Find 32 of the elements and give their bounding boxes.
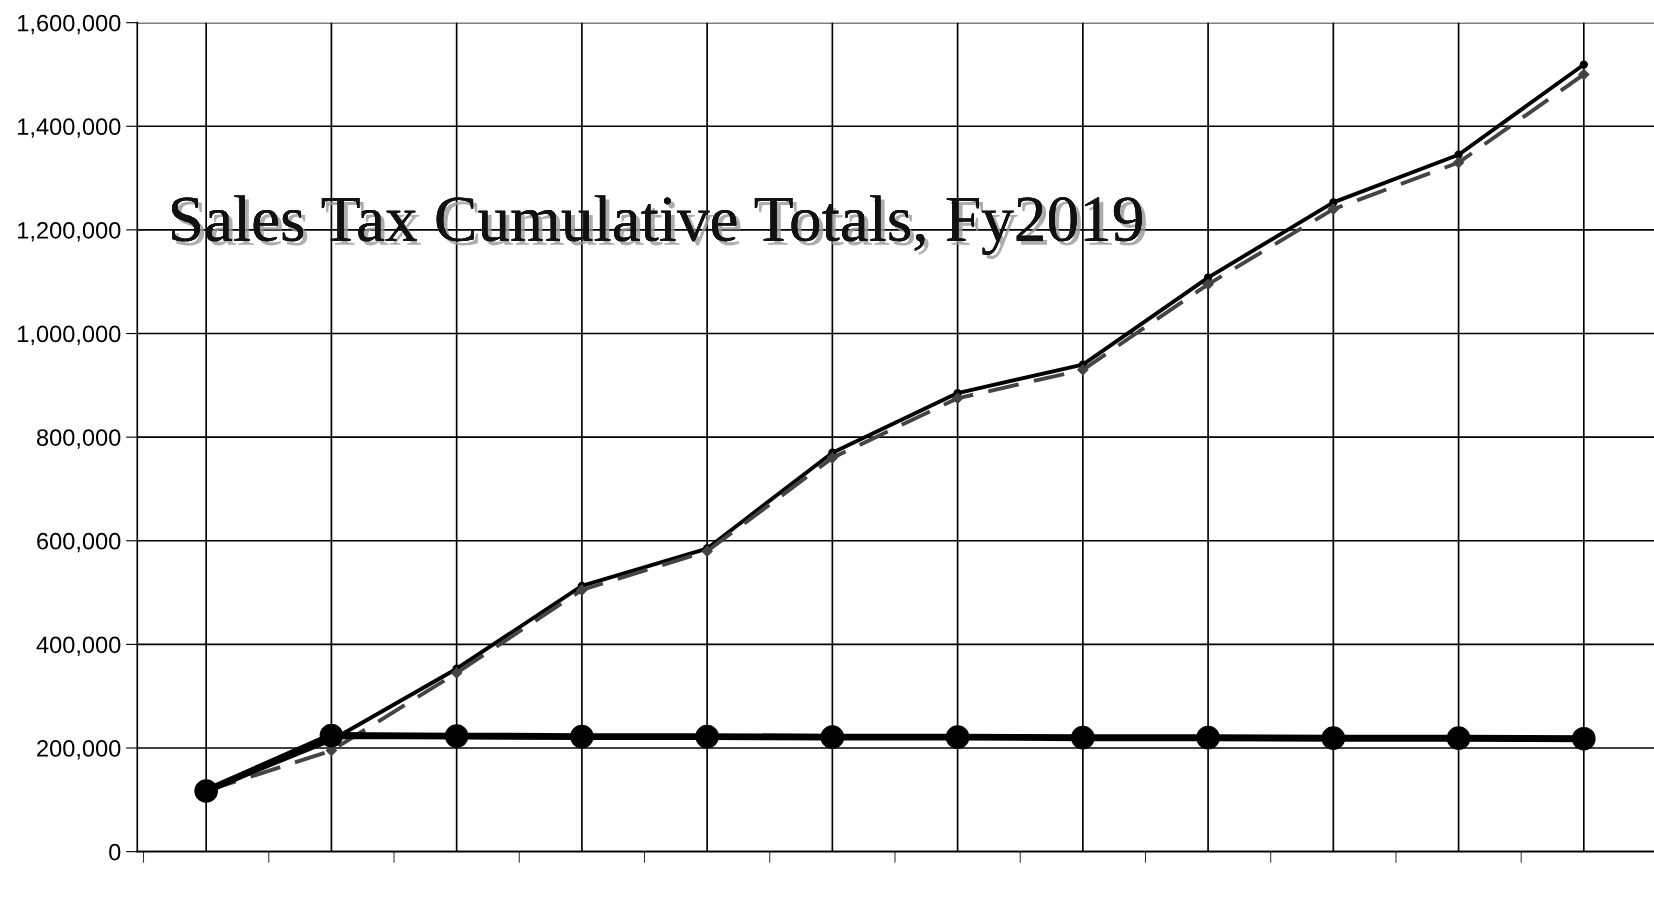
point <box>1572 726 1596 751</box>
point <box>701 545 713 557</box>
y-tick-label: 1,400,000 <box>18 118 121 138</box>
point <box>1578 68 1590 81</box>
point <box>826 452 838 464</box>
point <box>1321 726 1346 750</box>
point <box>576 584 588 596</box>
y-tick-label: 200,000 <box>37 740 121 760</box>
y-tick-label: 400,000 <box>36 636 121 656</box>
point <box>820 725 845 749</box>
point <box>1579 60 1588 69</box>
point <box>1202 278 1214 290</box>
point <box>1196 725 1220 750</box>
point <box>451 667 463 679</box>
y-tick-label: 0 <box>109 843 121 861</box>
point <box>952 392 964 404</box>
point <box>1452 156 1465 169</box>
point <box>319 723 344 748</box>
point <box>1077 364 1089 376</box>
y-tick-label: 1,000,000 <box>18 325 121 346</box>
point <box>695 724 719 749</box>
point <box>945 725 970 749</box>
point <box>1446 726 1471 750</box>
y-tick-label: 800,000 <box>37 429 121 449</box>
point <box>1071 725 1095 750</box>
point <box>1327 203 1339 215</box>
y-tick-label: 1,600,000 <box>18 14 121 35</box>
y-tick-label: 600,000 <box>37 532 121 553</box>
point <box>444 724 469 748</box>
point <box>1454 150 1463 159</box>
y-tick-label: 1,200,000 <box>18 221 121 242</box>
point <box>570 724 594 749</box>
